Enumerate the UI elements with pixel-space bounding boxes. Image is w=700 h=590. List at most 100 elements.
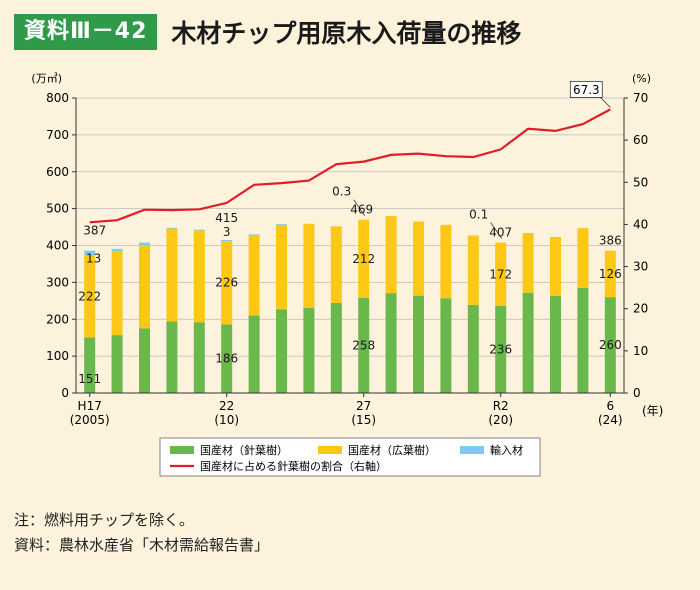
x-tick-label: 6: [606, 399, 614, 413]
x-tick-label: R2: [493, 399, 509, 413]
chart: 0 100 200 300 400 500 600 700 800 0 10 20 30 40 50 60 70…: [31, 72, 663, 477]
source-text: 資料：農林水産省「木材需給報告書」: [14, 536, 270, 554]
bar-segment: [522, 292, 534, 393]
value-label: 407: [489, 226, 512, 240]
bar-segment: [221, 324, 233, 393]
bar-segment: [440, 224, 452, 299]
y-left-unit: (万㎥): [31, 72, 62, 85]
y-left-tick-label: 100: [46, 349, 69, 363]
bar-segment: [84, 250, 96, 256]
header: 資料Ⅲ－42 木材チップ用原木入荷量の推移: [14, 14, 521, 50]
y-right-tick-label: 10: [633, 344, 648, 358]
bar-segment: [413, 295, 424, 393]
value-label: 387: [83, 224, 106, 238]
bar-segment: [440, 298, 452, 393]
legend-swatch: [460, 446, 484, 454]
y-left-tick-label: 700: [46, 128, 69, 142]
y-right-tick-label: 70: [633, 91, 648, 105]
x-tick-label: (15): [351, 413, 376, 427]
bar-segment: [276, 224, 287, 225]
bar-segment: [604, 250, 616, 298]
bar-segment: [522, 232, 534, 293]
legend-swatch: [318, 446, 342, 454]
notes: 注：燃料用チップを除く。 資料：農林水産省「木材需給報告書」: [14, 508, 269, 558]
legend-label: 輸入材: [490, 443, 523, 457]
x-tick-label: (24): [598, 413, 623, 427]
legend-label: 国産材に占める針葉樹の割合（右軸）: [200, 459, 387, 473]
y-right-tick-label: 50: [633, 175, 648, 189]
value-label: 415: [215, 211, 238, 225]
note-text: 注：燃料用チップを除く。: [14, 511, 195, 529]
bar-segment: [139, 328, 150, 393]
y-right-tick-label: 0: [633, 386, 641, 400]
value-label: 172: [489, 267, 512, 281]
value-label: 212: [352, 252, 375, 266]
bar-segment: [385, 293, 397, 393]
y-left-tick-label: 400: [46, 239, 69, 253]
line-end-label: 67.3: [573, 83, 600, 97]
y-right-unit: (%): [632, 72, 651, 85]
y-right-tick-label: 40: [633, 217, 648, 231]
x-tick-label: 22: [219, 399, 234, 413]
value-label: 236: [489, 342, 512, 356]
y-right-tick-label: 20: [633, 302, 648, 316]
value-label: 226: [215, 276, 238, 290]
bar-segment: [193, 322, 205, 393]
bar-segment: [330, 226, 342, 304]
value-label: 13: [86, 252, 101, 266]
bar-segment: [577, 287, 589, 393]
bar-segment: [604, 297, 616, 393]
bar-segment: [467, 304, 479, 393]
legend-label: 国産材（広葉樹）: [348, 443, 436, 457]
bar-segment: [193, 230, 205, 323]
x-tick-label: (20): [488, 413, 513, 427]
x-axis-unit: (年): [642, 404, 663, 418]
value-label: 222: [78, 289, 101, 303]
bar-segment: [139, 245, 150, 329]
bar-segment: [166, 228, 178, 322]
bar-segment: [84, 337, 96, 393]
bar-segment: [84, 255, 96, 338]
value-label: 186: [215, 352, 238, 366]
value-label: 469: [350, 203, 373, 217]
y-left-tick-label: 0: [61, 386, 69, 400]
bar-segment: [111, 251, 123, 336]
bar-segment: [166, 321, 178, 393]
bar-segment: [303, 223, 315, 308]
ratio-line: [89, 108, 611, 224]
y-left-tick-label: 800: [46, 91, 69, 105]
bar-segment: [577, 228, 589, 288]
bar-segment: [385, 216, 397, 294]
bar-segment: [221, 239, 233, 242]
bar-segment: [248, 234, 260, 236]
bar-segment: [413, 221, 424, 296]
x-tick-label: (10): [214, 413, 239, 427]
legend-box: [159, 437, 541, 477]
bar-segment: [550, 237, 561, 297]
value-label: 258: [352, 338, 375, 352]
y-left-tick-label: 500: [46, 202, 69, 216]
bar-segment: [276, 309, 287, 393]
bar-segment: [111, 335, 123, 393]
bar-segment: [166, 227, 178, 229]
y-left-tick-label: 300: [46, 275, 69, 289]
bar-segment: [248, 234, 260, 316]
value-label: 126: [599, 267, 622, 281]
value-label: 3: [223, 225, 231, 239]
bar-segment: [358, 219, 370, 298]
value-label-leader: [353, 199, 366, 216]
y-right-tick-label: 30: [633, 260, 648, 274]
value-label: 151: [78, 372, 101, 386]
value-label: 260: [599, 338, 622, 352]
bar-segment: [248, 315, 260, 393]
bar-segment: [139, 242, 150, 246]
bar-segment: [330, 303, 342, 393]
x-tick-label: H17: [78, 399, 102, 413]
bar-segment: [111, 248, 123, 252]
value-label-leader: [490, 222, 503, 239]
bar-segment: [193, 229, 205, 231]
bar-segment: [276, 224, 287, 310]
value-label: 386: [599, 234, 622, 248]
bar-segment: [303, 307, 315, 393]
x-tick-label: (2005): [70, 413, 110, 427]
